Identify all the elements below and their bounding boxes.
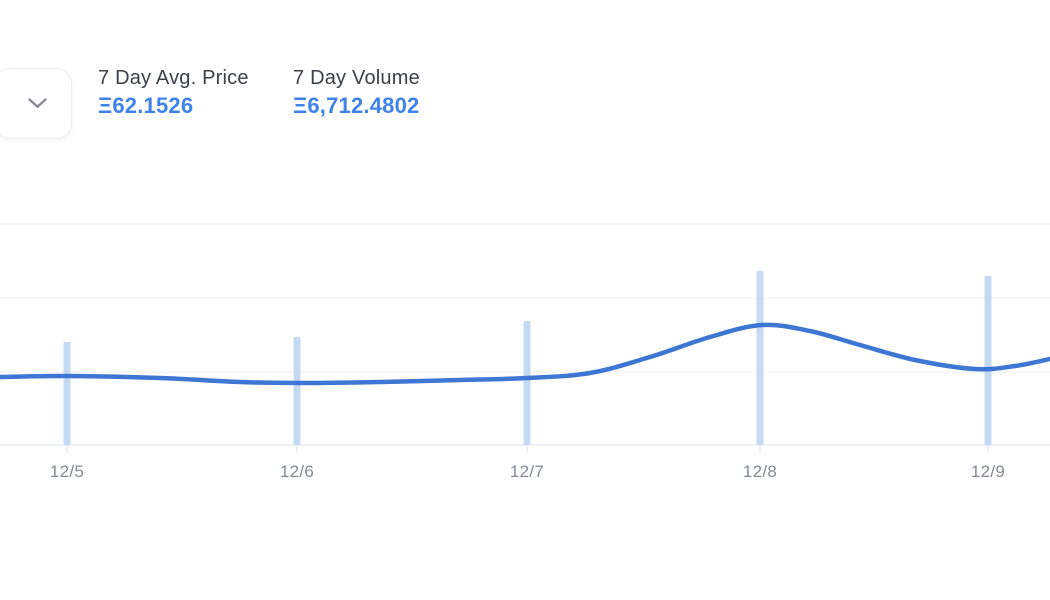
volume-bar <box>63 342 71 445</box>
price-line <box>0 322 1050 386</box>
volume-label: 7 Day Volume <box>293 67 420 89</box>
avg-price-label: 7 Day Avg. Price <box>98 67 249 89</box>
stats-row: 7 Day Avg. Price Ξ62.1526 7 Day Volume Ξ… <box>98 66 420 119</box>
x-axis-label: 12/6 <box>279 462 315 481</box>
chevron-down-icon <box>27 98 47 108</box>
x-axis-label: 12/5 <box>49 462 85 481</box>
volume-bar <box>293 337 301 445</box>
x-axis-label: 12/8 <box>742 462 778 481</box>
stat-avg-price: 7 Day Avg. Price Ξ62.1526 <box>98 66 268 119</box>
volume-value: Ξ6,712.4802 <box>293 93 420 118</box>
x-axis-label: 12/7 <box>509 462 545 481</box>
volume-bar <box>523 321 531 445</box>
collection-dropdown-button[interactable] <box>0 68 72 139</box>
stat-volume: 7 Day Volume Ξ6,712.4802 <box>293 66 420 119</box>
x-axis-label: 12/9 <box>970 462 1006 481</box>
volume-bar <box>984 276 992 445</box>
avg-price-value: Ξ62.1526 <box>98 93 194 118</box>
volume-bar <box>756 271 764 445</box>
